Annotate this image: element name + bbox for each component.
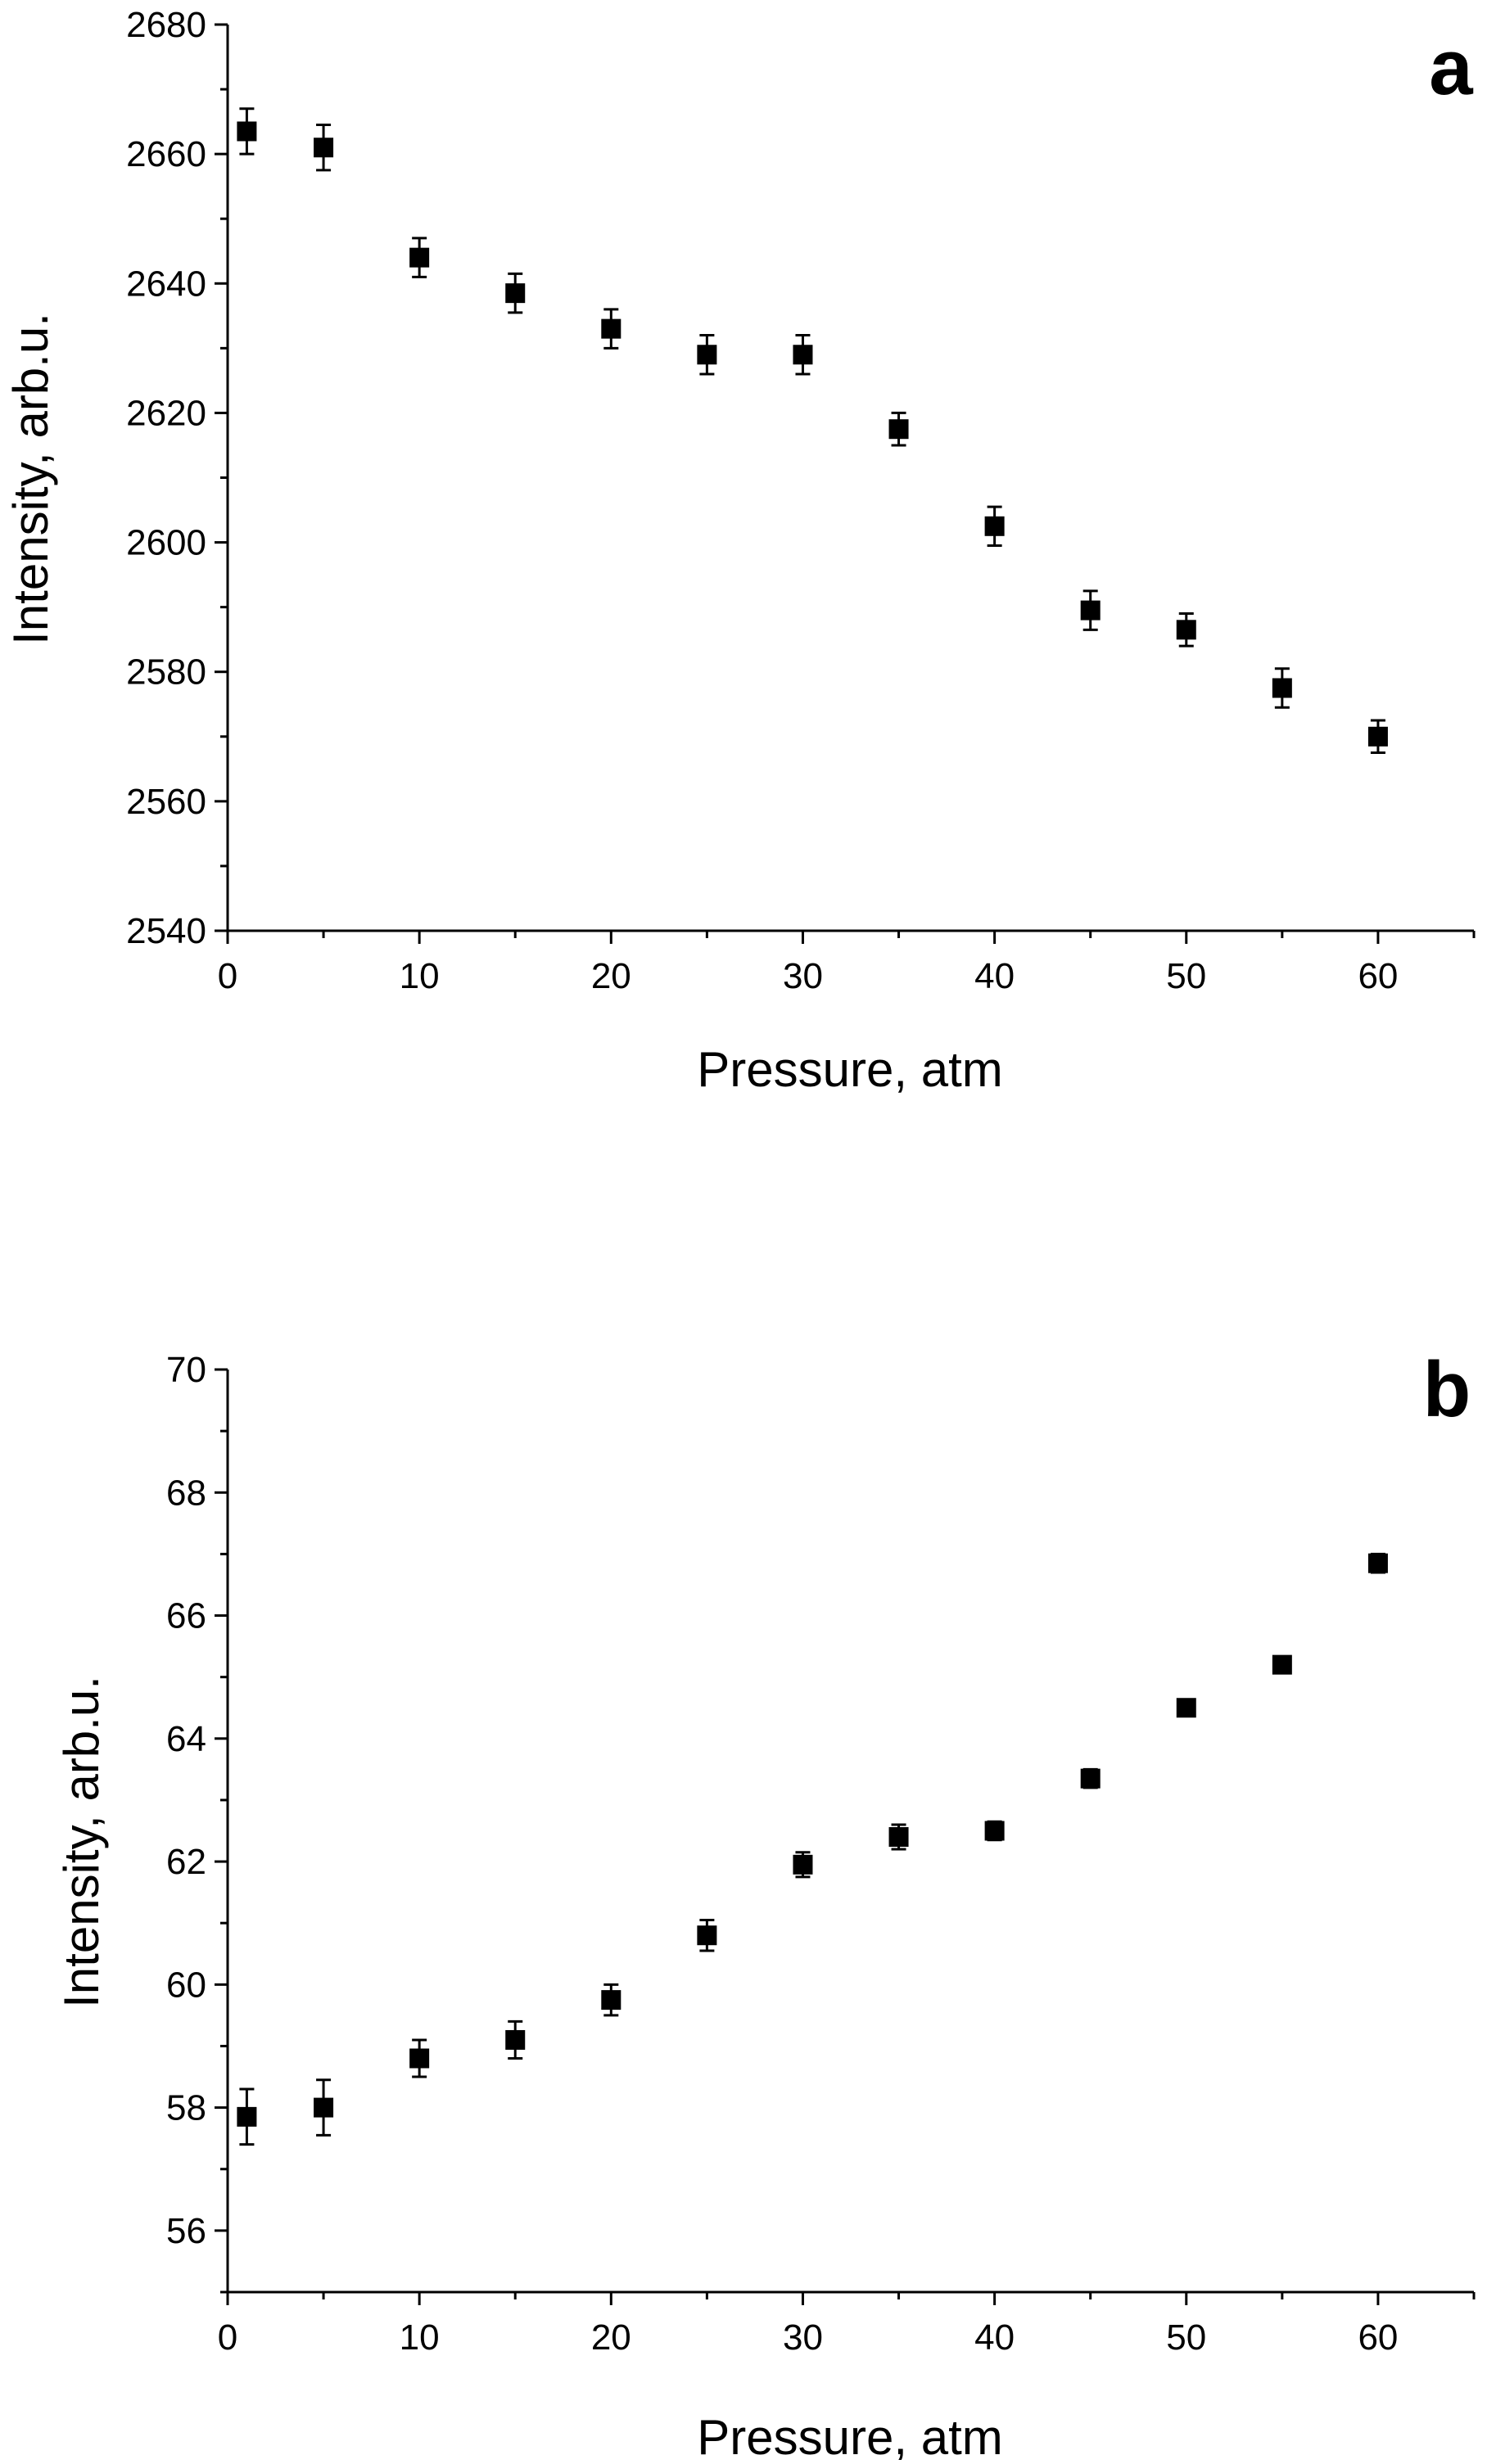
panel-b-data-point [1367,1553,1388,1573]
panel-a-letter: a [1429,24,1473,111]
panel-b-y-tick-label: 68 [166,1473,206,1513]
panel-b-letter: b [1423,1346,1471,1433]
panel-a-x-tick-label: 20 [591,956,631,996]
panel-b-x-tick-label: 60 [1358,2317,1398,2358]
panel-a-data-point [314,138,334,158]
panel-a-x-tick-label: 40 [974,956,1015,996]
panel-a: Intensity, arb.u. Pressure, atm a 0 10 20 3… [3,5,1476,1097]
panel-a-x-tick-label: 10 [400,956,440,996]
panel-b-y-tick-label: 60 [166,1965,206,2005]
panel-b-data-point [1272,1654,1292,1675]
panel-b-data-point [888,1827,909,1848]
panel-b-xlabel: Pressure, atm [697,2410,1002,2460]
panel-b-x-tick-label: 10 [400,2317,440,2358]
panel-b-data-point [697,1925,717,1946]
panel-a-x-tick-label: 50 [1166,956,1206,996]
panel-a-data-point [409,247,430,268]
panel-a-x-tick-label: 60 [1358,956,1398,996]
panel-b-y-tick-label: 58 [166,2088,206,2128]
panel-b-y-tick-label: 64 [166,1719,206,1759]
panel-a-ylabel: Intensity, arb.u. [3,313,58,645]
panel-a-data-point [697,345,717,365]
panel-a-y-tick-label: 2680 [126,5,206,45]
panel-a-xlabel: Pressure, atm [697,1042,1002,1097]
panel-b: Intensity, arb.u. Pressure, atm b 0 10 20 3… [54,1346,1476,2464]
panel-b-data-point [1080,1768,1101,1789]
panel-b-y-tick-label: 62 [166,1842,206,1882]
panel-a-y-tick-label: 2620 [126,393,206,433]
panel-a-y-tick-label: 2600 [126,523,206,563]
panel-a-y-tick-label: 2560 [126,782,206,822]
panel-a-data-point [237,121,257,142]
panel-a-x-tick-label: 0 [218,956,237,996]
panel-a-data-point [505,283,526,304]
panel-a-data-point [984,516,1005,536]
panel-b-data-point [793,1854,813,1875]
panel-a-data-point [888,419,909,440]
panel-a-data-point [1080,600,1101,621]
panel-a-data-point [793,345,813,365]
panel-b-ylabel: Intensity, arb.u. [54,1676,109,2008]
panel-b-data-point [601,1990,621,2010]
panel-a-data-point [1367,726,1388,747]
panel-b-x-tick-label: 50 [1166,2317,1206,2358]
panel-b-data-point [984,1821,1005,1841]
panel-b-data-point [505,2029,526,2050]
panel-b-data-point [1176,1698,1196,1718]
panel-b-y-tick-label: 66 [166,1596,206,1636]
panel-b-x-tick-label: 20 [591,2317,631,2358]
panel-a-y-tick-label: 2580 [126,652,206,693]
panel-a-y-tick-label: 2640 [126,264,206,304]
panel-b-y-tick-label: 70 [166,1350,206,1390]
panel-a-y-tick-label: 2540 [126,911,206,951]
panel-b-data-point [314,2097,334,2118]
panel-a-y-tick-label: 2660 [126,134,206,174]
panel-b-x-tick-label: 0 [218,2317,237,2358]
panel-a-x-tick-label: 30 [783,956,823,996]
panel-b-data-point [409,2048,430,2069]
panel-b-x-tick-label: 30 [783,2317,823,2358]
panel-b-data-point [237,2106,257,2127]
panel-b-y-tick-label: 56 [166,2211,206,2251]
panel-b-x-tick-label: 40 [974,2317,1015,2358]
panel-a-data-point [1272,678,1292,698]
panel-a-data-point [601,318,621,339]
panel-a-data-point [1176,620,1196,640]
